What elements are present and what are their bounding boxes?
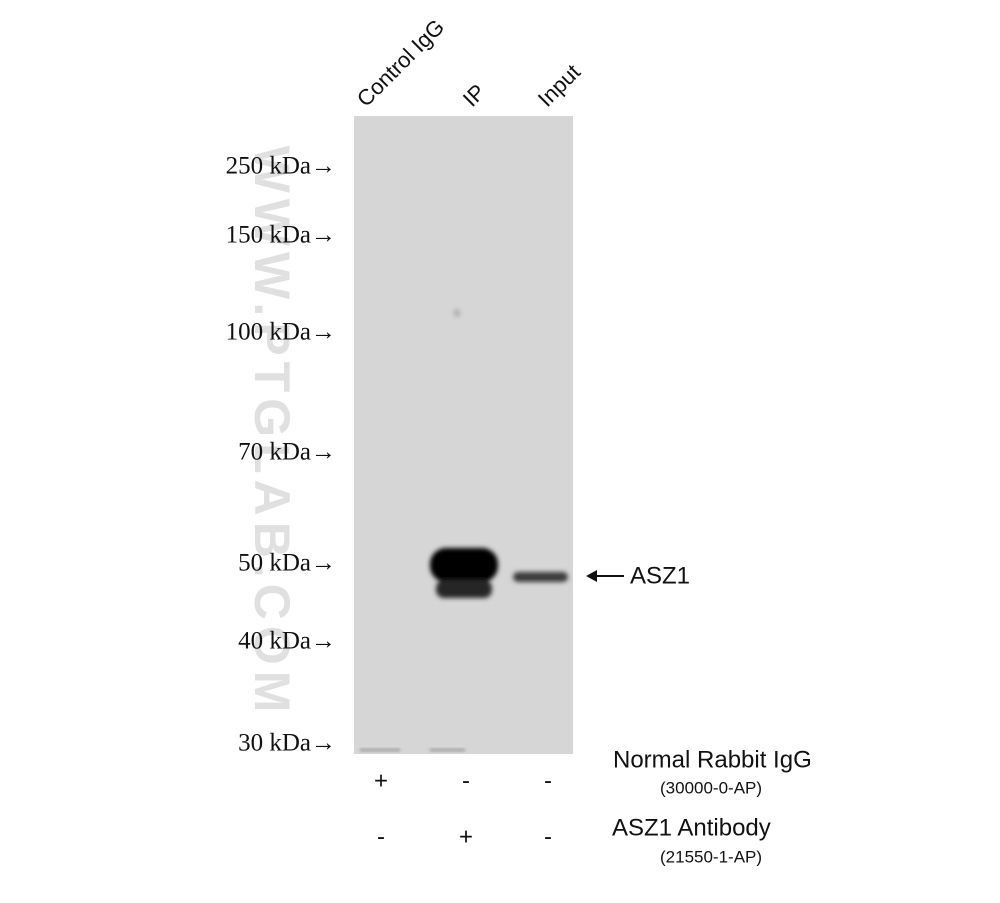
sign: - — [462, 767, 470, 794]
marker-label: 50 kDa→ — [238, 550, 336, 577]
band-arrow-head — [586, 570, 597, 582]
marker-label: 40 kDa→ — [238, 628, 336, 655]
blot — [354, 116, 573, 754]
edge-smudge — [360, 748, 400, 752]
row-catalog: (30000-0-AP) — [660, 778, 762, 797]
row-name: Normal Rabbit IgG — [613, 746, 812, 773]
ip-lower-band — [436, 580, 492, 598]
row-catalog: (21550-1-AP) — [660, 847, 762, 866]
edge-smudge — [430, 748, 465, 752]
ip-band — [430, 548, 498, 582]
marker-label: 150 kDa→ — [226, 222, 336, 249]
sign: - — [544, 767, 552, 794]
sign: - — [544, 823, 552, 850]
sign: - — [377, 823, 385, 850]
speck — [454, 309, 460, 317]
input-band — [513, 572, 568, 582]
sign: + — [459, 823, 473, 850]
marker-label: 100 kDa→ — [226, 319, 336, 346]
marker-label: 250 kDa→ — [226, 153, 336, 180]
band-label: ASZ1 — [630, 562, 690, 589]
row-name: ASZ1 Antibody — [612, 814, 771, 841]
marker-label: 30 kDa→ — [238, 730, 336, 757]
marker-label: 70 kDa→ — [238, 439, 336, 466]
sign: + — [374, 767, 388, 794]
bands — [430, 309, 568, 598]
watermark: WWW.PTGLAB.COM — [244, 146, 300, 719]
